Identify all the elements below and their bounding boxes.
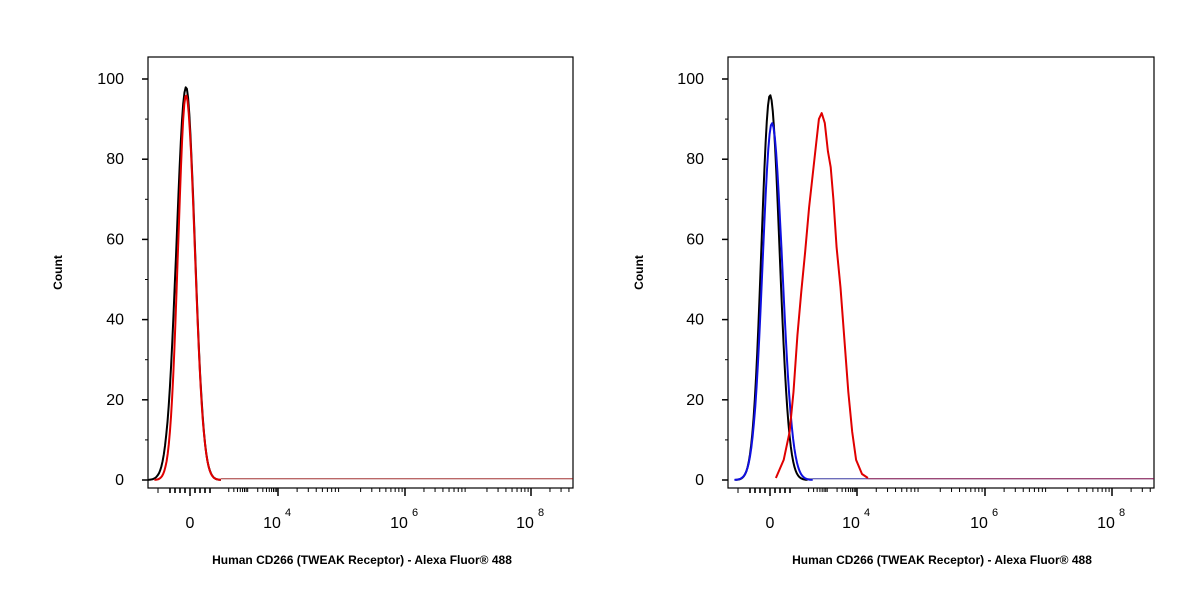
x-tick-exponent: 4 <box>285 507 291 519</box>
plot-frame <box>727 56 1155 489</box>
series-line-1 <box>148 86 221 481</box>
x-tick-label: 10 <box>263 515 281 532</box>
x-axis-title: Human CD266 (TWEAK Receptor) - Alexa Flu… <box>212 553 512 567</box>
series-line-3 <box>774 112 869 479</box>
series-group <box>148 86 573 481</box>
x-tick-exponent: 8 <box>1119 507 1125 519</box>
y-axis-title: Count <box>632 255 646 290</box>
y-tick-label: 0 <box>115 472 124 489</box>
x-tick-label: 10 <box>970 515 988 532</box>
x-tick-exponent: 8 <box>538 507 544 519</box>
chart-panel-2: 0 20 40 60 80 100 Count 0 10 4 10 6 10 8 Human CD266 (… <box>632 56 1155 567</box>
x-axis-title: Human CD266 (TWEAK Receptor) - Alexa Flu… <box>792 553 1092 567</box>
y-tick-label: 100 <box>677 71 704 88</box>
y-tick-label: 20 <box>106 392 124 409</box>
y-tick-label: 0 <box>695 472 704 489</box>
y-tick-label: 40 <box>106 312 124 329</box>
x-tick-label: 0 <box>766 515 775 532</box>
y-tick-label: 80 <box>106 151 124 168</box>
y-tick-label: 20 <box>686 392 704 409</box>
x-tick-exponent: 6 <box>412 507 418 519</box>
y-tick-label: 40 <box>686 312 704 329</box>
x-tick-exponent: 6 <box>992 507 998 519</box>
series-line-2 <box>734 122 813 481</box>
x-tick-label: 10 <box>516 515 534 532</box>
x-tick-exponent: 4 <box>864 507 870 519</box>
x-tick-label: 10 <box>1097 515 1115 532</box>
x-tick-label: 10 <box>390 515 408 532</box>
series-group <box>734 94 1154 481</box>
chart-panel-1: 0 20 40 60 80 100 Count 0 10 4 10 6 10 8 Human CD266 (… <box>51 56 574 567</box>
y-tick-label: 80 <box>686 151 704 168</box>
y-tick-label: 60 <box>106 231 124 248</box>
y-tick-label: 100 <box>97 71 124 88</box>
x-tick-label: 0 <box>186 515 195 532</box>
plot-frame <box>147 56 574 489</box>
x-tick-label: 10 <box>842 515 860 532</box>
series-line-1 <box>735 94 808 481</box>
y-tick-label: 60 <box>686 231 704 248</box>
y-axis-title: Count <box>51 255 65 290</box>
series-line-2 <box>154 94 221 481</box>
